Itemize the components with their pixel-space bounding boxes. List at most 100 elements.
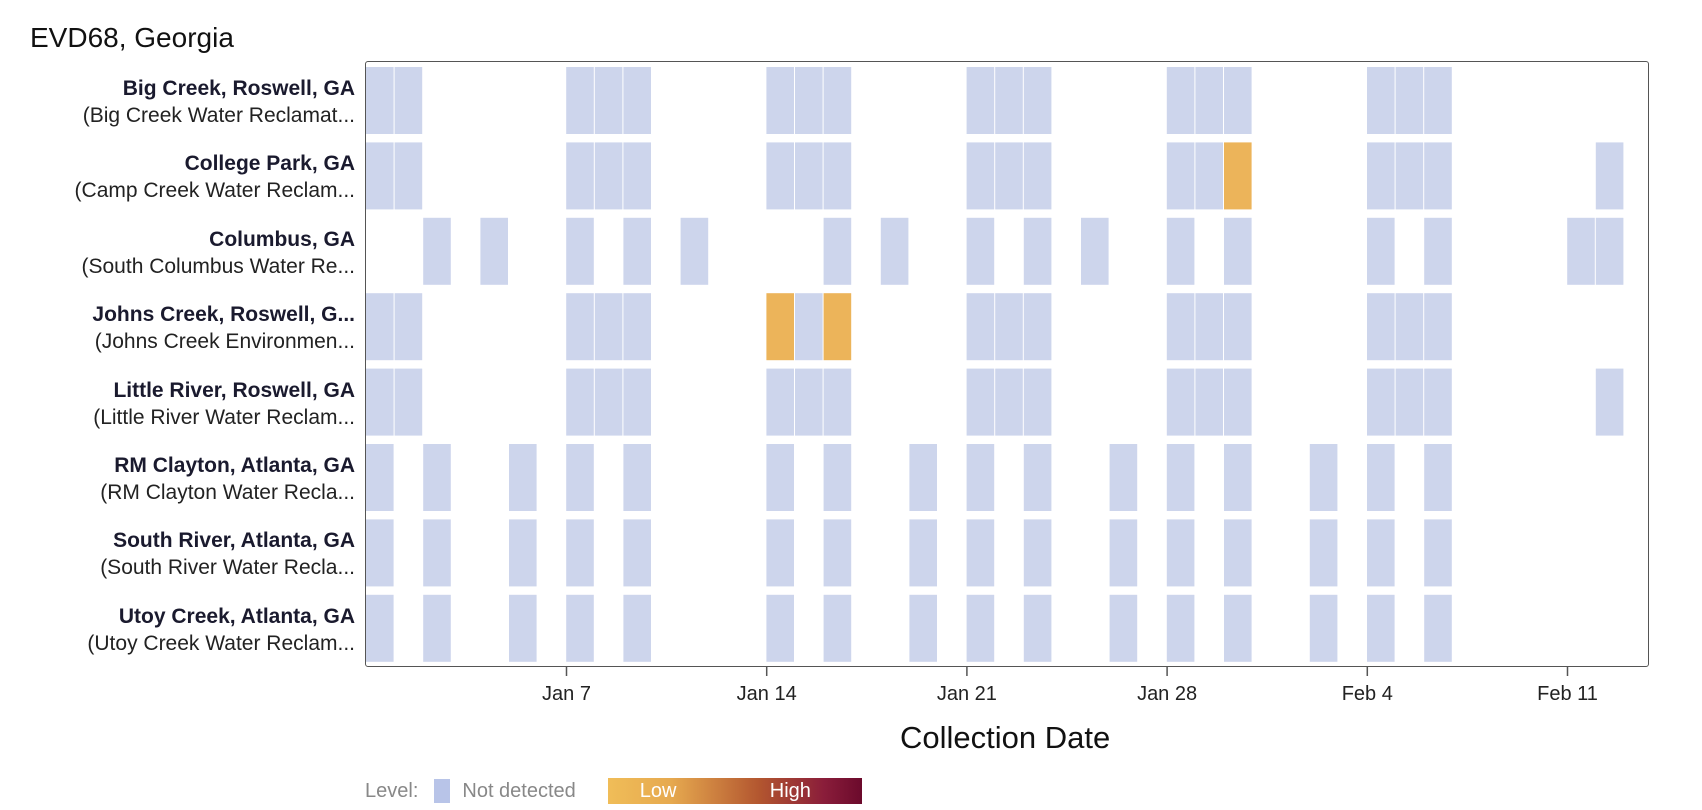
cell-not-detected [1023, 519, 1052, 587]
cell-not-detected [1023, 594, 1052, 662]
cell-not-detected [1395, 67, 1424, 134]
row-label: RM Clayton, Atlanta, GA (RM Clayton Water… [100, 452, 355, 506]
plot-area [365, 61, 1649, 667]
cell-not-detected [995, 368, 1023, 436]
cell-not-detected [1395, 142, 1424, 210]
x-tick-label: Jan 21 [936, 683, 997, 705]
legend-title: Level: [365, 779, 419, 802]
row-plant-name: (Johns Creek Environmen... [94, 330, 355, 354]
cell-not-detected [480, 217, 508, 285]
cell-not-detected [766, 67, 794, 134]
cell-not-detected [909, 519, 937, 587]
row-label: Johns Creek, Roswell, G... (Johns Creek E… [92, 301, 355, 355]
cell-not-detected [1424, 444, 1452, 511]
cell-not-detected [1395, 368, 1424, 436]
cell-not-detected [509, 594, 537, 662]
cell-not-detected [795, 67, 823, 134]
cell-not-detected [623, 444, 651, 511]
cell-not-detected [1424, 519, 1452, 587]
x-tick-label: Jan 28 [1137, 683, 1198, 705]
cell-not-detected [1166, 217, 1195, 285]
cell-not-detected [594, 368, 623, 436]
cell-not-detected [1166, 519, 1195, 587]
cell-not-detected [623, 594, 651, 662]
cell-not-detected [823, 67, 852, 134]
x-tick-label: Jan 7 [542, 683, 591, 705]
row-label: South River, Atlanta, GA (South River Wat… [100, 527, 355, 581]
cell-low [1224, 142, 1252, 210]
x-tick-label: Jan 14 [736, 683, 797, 705]
cell-not-detected [1166, 293, 1195, 361]
cell-not-detected [566, 293, 594, 361]
cell-not-detected [1195, 142, 1223, 210]
cell-not-detected [1424, 67, 1452, 134]
cell-not-detected [594, 142, 623, 210]
cell-not-detected [366, 594, 394, 662]
cell-not-detected [566, 444, 594, 511]
cell-not-detected [423, 519, 451, 587]
cell-not-detected [623, 368, 651, 436]
row-plant-name: (Little River Water Reclam... [93, 405, 355, 429]
cell-not-detected [1309, 594, 1338, 662]
cell-not-detected [823, 368, 852, 436]
cell-not-detected [623, 293, 651, 361]
cell-not-detected [823, 444, 852, 511]
cell-not-detected [966, 594, 995, 662]
cell-not-detected [1195, 293, 1223, 361]
cell-not-detected [1023, 368, 1052, 436]
row-site-name: Little River, Roswell, GA [113, 378, 355, 402]
cell-not-detected [1395, 293, 1424, 361]
row-label: Utoy Creek, Atlanta, GA (Utoy Creek Water… [87, 603, 355, 657]
cell-not-detected [1595, 217, 1624, 285]
row-label: Columbus, GA (South Columbus Water Re... [82, 226, 356, 280]
cell-not-detected [823, 594, 852, 662]
cell-not-detected [766, 368, 794, 436]
cell-not-detected [1166, 444, 1195, 511]
cell-not-detected [1195, 67, 1223, 134]
chart-title: EVD68, Georgia [30, 22, 234, 53]
cell-not-detected [766, 594, 794, 662]
cell-not-detected [566, 368, 594, 436]
cell-not-detected [1367, 217, 1395, 285]
cell-not-detected [1224, 67, 1252, 134]
cell-not-detected [1166, 142, 1195, 210]
cell-not-detected [1109, 519, 1138, 587]
row-plant-name: (Camp Creek Water Reclam... [74, 179, 355, 203]
row-site-name: Big Creek, Roswell, GA [122, 77, 355, 100]
cell-low [823, 293, 852, 361]
row-plant-name: (South River Water Recla... [100, 556, 355, 580]
cell-not-detected [366, 293, 394, 361]
row-label: Little River, Roswell, GA (Little River W… [93, 377, 355, 431]
cell-not-detected [423, 444, 451, 511]
cell-not-detected [1424, 217, 1452, 285]
cell-not-detected [766, 444, 794, 511]
cell-not-detected [394, 142, 423, 210]
cell-not-detected [1224, 444, 1252, 511]
legend: Level: Not detected Low High [365, 778, 862, 804]
cell-not-detected [423, 594, 451, 662]
cell-not-detected [366, 67, 394, 134]
cell-not-detected [623, 519, 651, 587]
cell-not-detected [1023, 67, 1052, 134]
cell-not-detected [423, 217, 451, 285]
cell-not-detected [594, 67, 623, 134]
cell-not-detected [394, 368, 423, 436]
cell-not-detected [1224, 293, 1252, 361]
cell-not-detected [394, 67, 423, 134]
cell-not-detected [1567, 217, 1595, 285]
cell-not-detected [966, 519, 995, 587]
legend-level-gradient: Low High [607, 778, 862, 804]
x-axis-label: Collection Date [900, 720, 1111, 755]
cell-not-detected [1224, 519, 1252, 587]
cell-not-detected [366, 368, 394, 436]
cell-not-detected [995, 142, 1023, 210]
cell-not-detected [366, 519, 394, 587]
cell-not-detected [1367, 142, 1395, 210]
cell-not-detected [766, 519, 794, 587]
cell-not-detected [1081, 217, 1109, 285]
cell-not-detected [1424, 368, 1452, 436]
row-site-name: South River, Atlanta, GA [113, 529, 355, 553]
cell-not-detected [1023, 217, 1052, 285]
cell-not-detected [594, 293, 623, 361]
